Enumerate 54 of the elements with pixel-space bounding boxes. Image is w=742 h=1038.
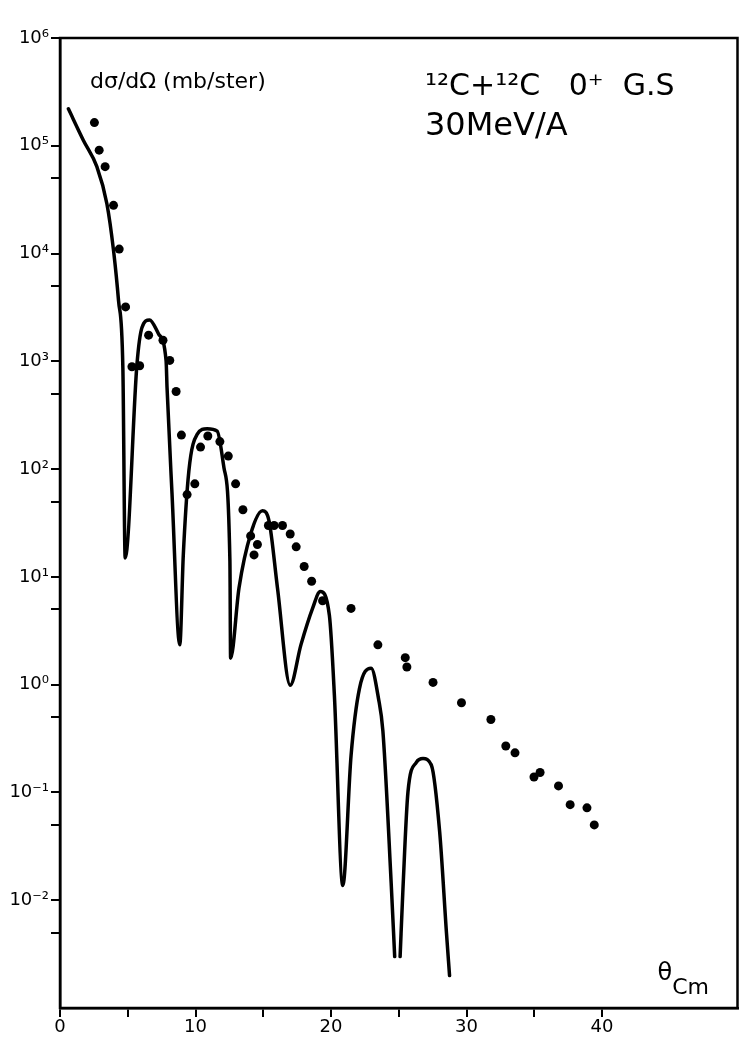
point	[121, 302, 131, 312]
point	[565, 800, 575, 810]
point	[231, 479, 241, 489]
y-tick-label: 10⁵	[18, 133, 49, 155]
point	[346, 603, 356, 613]
point	[190, 479, 200, 489]
point	[176, 430, 186, 440]
point	[307, 576, 317, 586]
point	[554, 781, 564, 791]
x-tick-label: 30	[455, 1015, 478, 1037]
point	[373, 640, 383, 650]
point	[89, 118, 99, 128]
point	[238, 505, 248, 515]
y-tick-label: 10¹	[18, 564, 49, 586]
point	[428, 677, 438, 687]
annotation: ¹²C+¹²C 0⁺ G.S	[425, 67, 675, 102]
y-tick-label: 10⁻¹	[9, 780, 49, 802]
y-tick-label: 10²	[18, 456, 49, 478]
point	[109, 200, 119, 210]
point	[277, 520, 287, 530]
point	[535, 768, 545, 778]
y-axis-title: dσ/dΩ (mb/ster)	[90, 68, 266, 93]
x-axis-title: θCm	[657, 958, 709, 999]
point	[252, 539, 262, 549]
point	[486, 715, 496, 725]
point	[400, 653, 410, 663]
point	[171, 386, 181, 396]
y-tick-label: 10⁰	[18, 672, 49, 694]
point	[100, 162, 110, 172]
point	[402, 662, 412, 672]
point	[582, 803, 592, 813]
point	[144, 330, 154, 340]
point	[285, 529, 295, 539]
y-tick-label: 10³	[18, 349, 49, 371]
y-tick-label: 10⁶	[18, 25, 49, 47]
point	[196, 442, 206, 452]
point	[203, 431, 213, 441]
point	[114, 244, 124, 254]
x-tick-label: 20	[319, 1015, 343, 1037]
point	[299, 561, 309, 571]
x-tick-label: 10	[184, 1015, 207, 1037]
point	[589, 820, 599, 830]
point	[510, 748, 520, 758]
point	[291, 542, 301, 552]
point	[94, 145, 104, 155]
y-tick-label: 10⁴	[18, 241, 49, 263]
y-tick-label: 10⁻²	[9, 887, 49, 909]
annotation: 30MeV/A	[425, 105, 568, 143]
point	[501, 741, 511, 751]
point	[249, 550, 259, 560]
x-tick-label: 0	[54, 1015, 66, 1037]
x-tick-label: 40	[590, 1015, 614, 1037]
point	[223, 451, 233, 461]
point	[456, 698, 466, 708]
